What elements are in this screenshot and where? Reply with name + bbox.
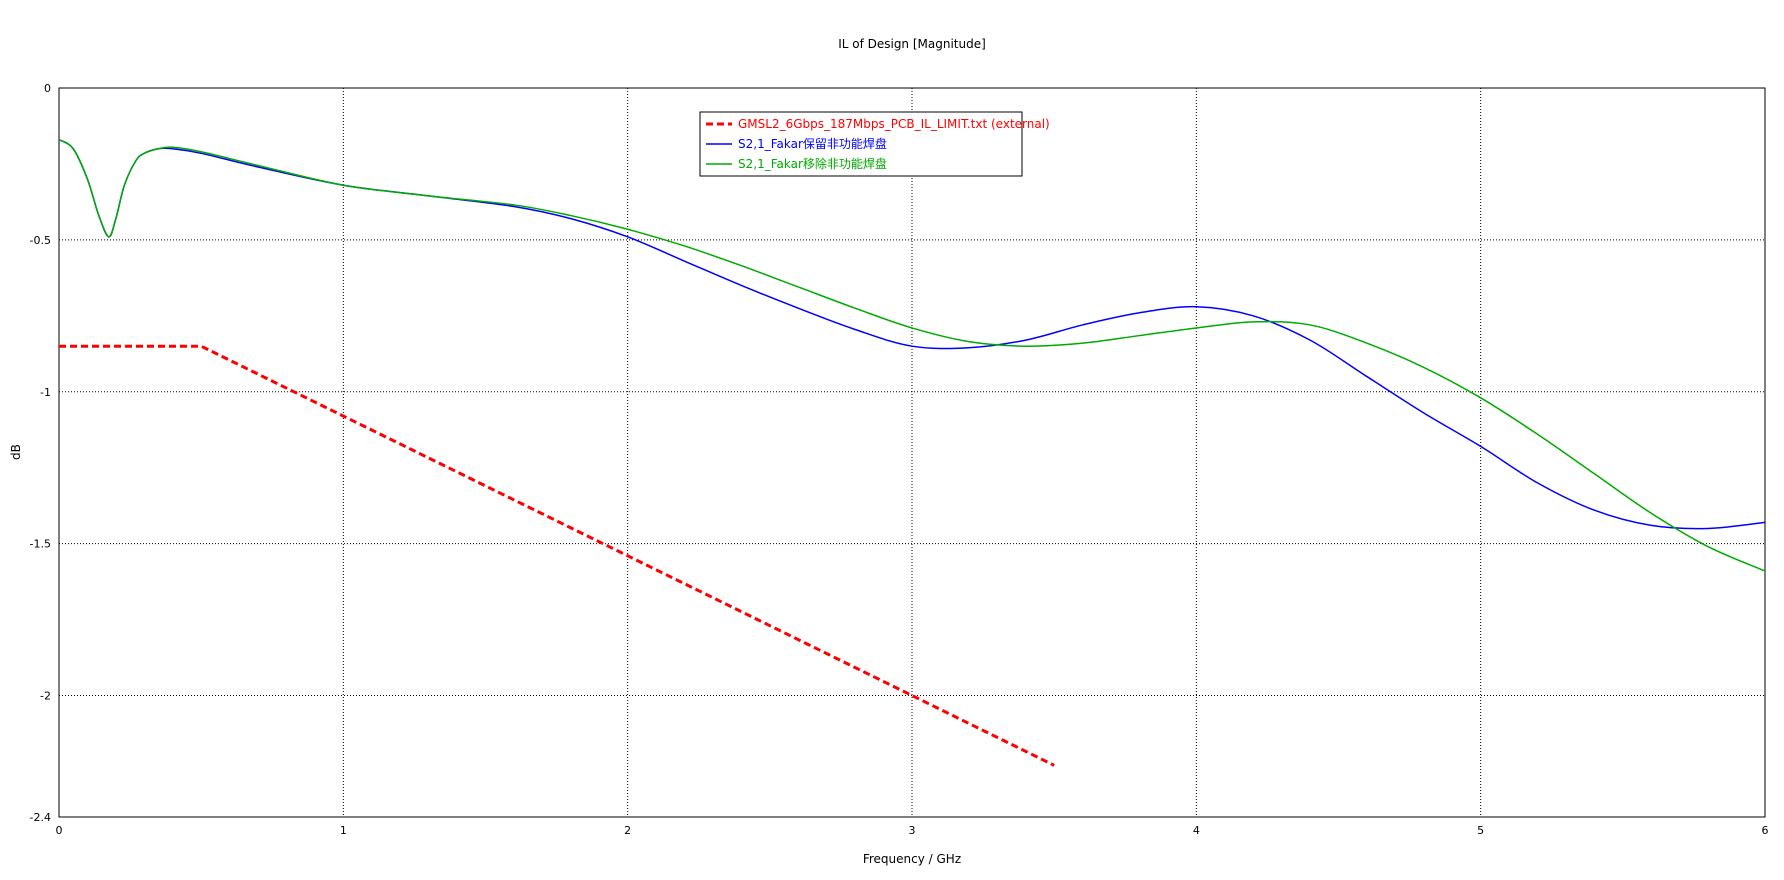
x-tick-label: 0 — [56, 824, 63, 837]
y-tick-label: 0 — [44, 82, 51, 95]
plot-frame — [58, 87, 1766, 818]
y-tick-label: -1 — [40, 386, 51, 399]
x-tick-label: 3 — [909, 824, 916, 837]
tick-layer: 0 1 2 3 4 5 6 0 -0.5 -1 -1.5 -2 -2.4 — [30, 82, 1769, 837]
grid-layer — [59, 88, 1765, 817]
legend-box — [699, 111, 1023, 177]
x-tick-label: 5 — [1477, 824, 1484, 837]
x-tick-label: 6 — [1762, 824, 1769, 837]
y-axis-title: dB — [9, 444, 23, 460]
x-tick-label: 4 — [1193, 824, 1200, 837]
legend-label-remove-pads: S2,1_Fakar移除非功能焊盘 — [738, 156, 887, 171]
series-remove-pads-line — [58, 138, 1766, 572]
chart-title: IL of Design [Magnitude] — [838, 37, 986, 51]
legend-label-limit: GMSL2_6Gbps_187Mbps_PCB_IL_LIMIT.txt (ex… — [738, 117, 1050, 131]
x-tick-label: 1 — [340, 824, 347, 837]
x-axis-title: Frequency / GHz — [863, 852, 961, 866]
legend-label-keep-pads: S2,1_Fakar保留非功能焊盘 — [738, 136, 887, 151]
legend: GMSL2_6Gbps_187Mbps_PCB_IL_LIMIT.txt (ex… — [699, 111, 1050, 177]
series-layer — [58, 138, 1766, 767]
y-tick-label: -1.5 — [30, 538, 51, 551]
series-limit-line — [59, 344, 1055, 767]
y-tick-label: -2 — [40, 690, 51, 703]
y-tick-label: -2.4 — [30, 811, 51, 824]
y-tick-label: -0.5 — [30, 234, 51, 247]
x-tick-label: 2 — [624, 824, 631, 837]
